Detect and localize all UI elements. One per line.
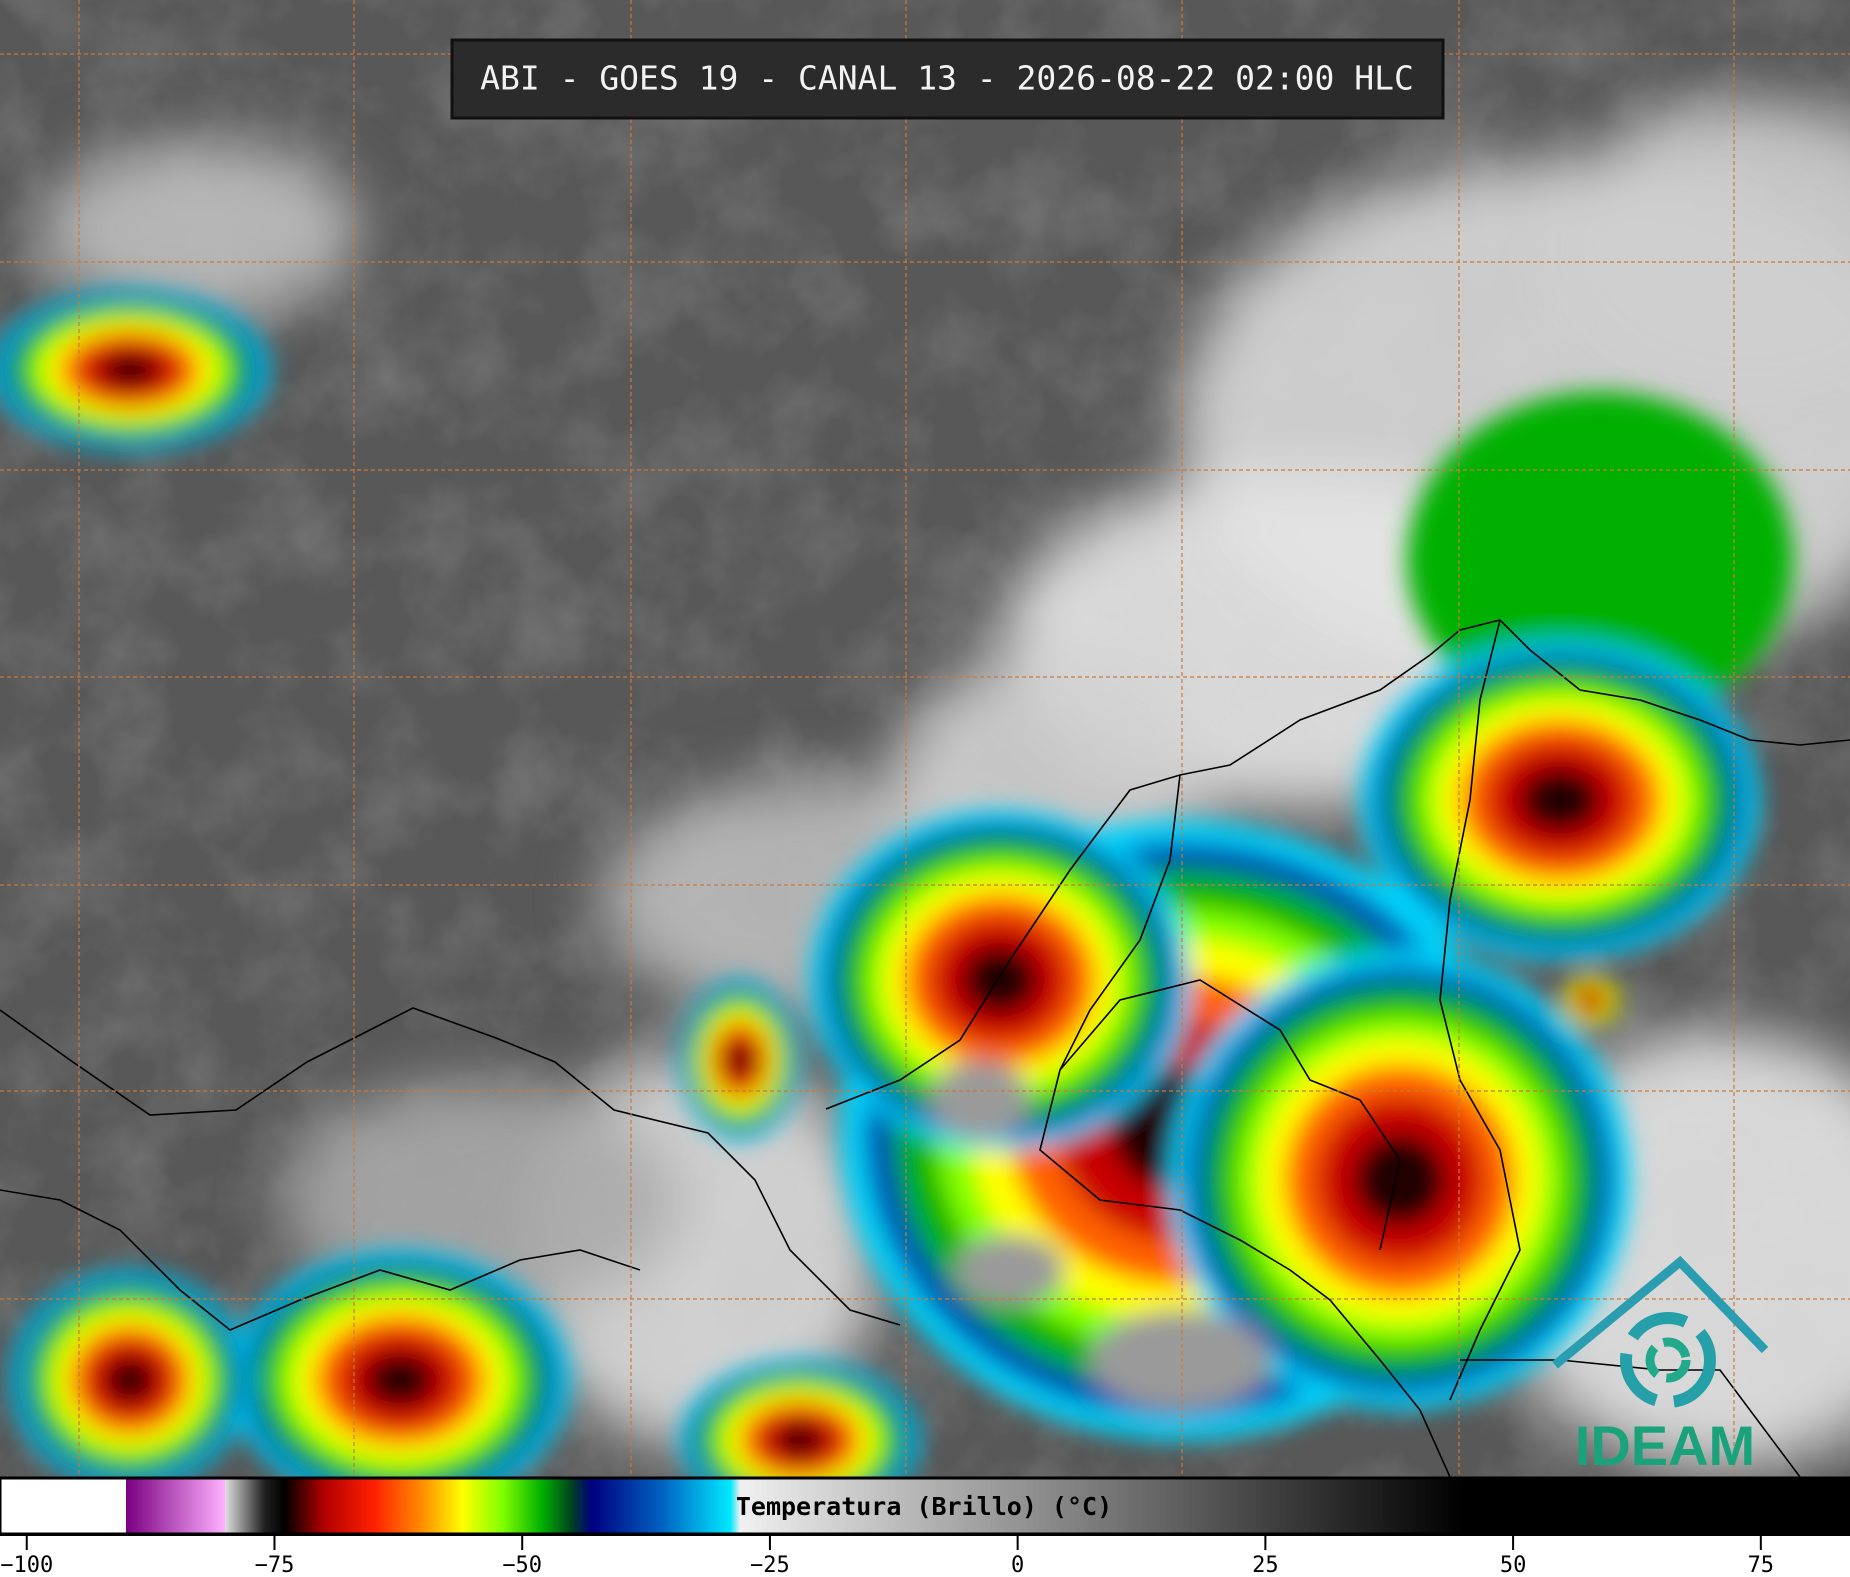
convection-cell xyxy=(106,1358,154,1402)
convection-cell xyxy=(1520,768,1600,832)
coastlines xyxy=(0,619,1850,1477)
title-background xyxy=(450,38,1445,120)
coastline xyxy=(825,619,1850,1110)
border xyxy=(1039,774,1451,1477)
tick-label: −25 xyxy=(750,1553,790,1577)
cloud xyxy=(40,140,360,320)
tick-label: 75 xyxy=(1748,1553,1775,1577)
colorbar-axis-bg xyxy=(0,1536,1850,1577)
title-box: ABI - GOES 19 - CANAL 13 - 2026-08-22 02… xyxy=(450,38,1445,120)
logo-swirl xyxy=(1620,1312,1716,1408)
border xyxy=(1059,979,1401,1251)
border xyxy=(1439,619,1521,1401)
cold-top xyxy=(1090,1310,1270,1410)
convection-cell xyxy=(776,1424,824,1456)
cold-top xyxy=(955,1235,1065,1305)
coastline xyxy=(0,1189,641,1331)
convection-cell xyxy=(728,1044,752,1076)
border xyxy=(1460,1359,1801,1477)
cold-top xyxy=(930,1060,1030,1140)
title: ABI - GOES 19 - CANAL 13 - 2026-08-22 02… xyxy=(480,59,1414,98)
logo-text: IDEAM xyxy=(1575,1414,1755,1477)
tick-label: −50 xyxy=(502,1553,542,1577)
logo-roof xyxy=(1552,1255,1769,1369)
colorbar: Temperatura (Brillo) (°C) −100 −75 −50 −25 0… xyxy=(0,1476,1850,1577)
tick-label: 25 xyxy=(1252,1553,1279,1577)
convection-layer xyxy=(0,290,1794,1477)
tick-label: −100 xyxy=(0,1553,53,1577)
colorbar-label: Temperatura (Brillo) (°C) xyxy=(736,1492,1112,1521)
convection-cell xyxy=(102,354,158,386)
convection-cell xyxy=(1354,1134,1446,1226)
colorbar-gradient xyxy=(0,1476,1850,1536)
logo-swirl xyxy=(1645,1337,1691,1383)
convection-cell xyxy=(962,946,1038,1014)
map-area: IDEAM xyxy=(0,0,1850,1477)
tick-label: 50 xyxy=(1500,1553,1527,1577)
tick-label: −75 xyxy=(255,1553,295,1577)
convection-cell xyxy=(1582,992,1598,1008)
coastline xyxy=(0,1007,901,1326)
logo: IDEAM xyxy=(1552,1255,1769,1477)
tick-label: 0 xyxy=(1011,1553,1024,1577)
cloud xyxy=(1550,100,1850,400)
convection-cell xyxy=(1406,392,1794,728)
convection-cell xyxy=(366,1354,434,1406)
